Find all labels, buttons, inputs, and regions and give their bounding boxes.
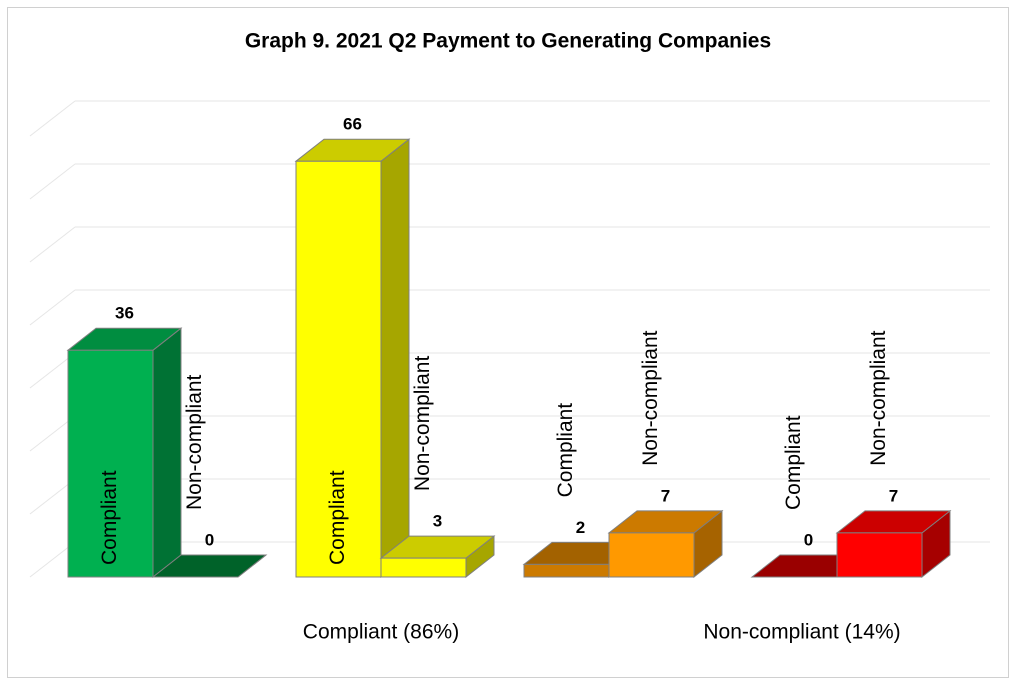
- bar-3d: [607, 509, 724, 579]
- chart-title: Graph 9. 2021 Q2 Payment to Generating C…: [245, 30, 771, 53]
- bar-3d: [835, 509, 952, 579]
- bar-3d: [151, 554, 268, 578]
- bar-label: Compliant: [326, 470, 349, 565]
- value-label: 3: [433, 512, 442, 531]
- bar-3d: [294, 138, 411, 579]
- bar-label: Non-compliant: [639, 330, 662, 466]
- bar-3d: [66, 327, 183, 579]
- bar-front: [608, 532, 695, 578]
- value-label: 0: [804, 530, 813, 549]
- value-label: 0: [205, 530, 214, 549]
- value-label: 36: [115, 304, 134, 323]
- bar-side: [380, 138, 410, 579]
- group-label: Compliant (86%): [303, 621, 459, 644]
- grid-line: [29, 100, 76, 137]
- bar-front: [836, 532, 923, 578]
- bar-front: [523, 563, 610, 578]
- bar-side: [152, 327, 182, 579]
- grid-line: [29, 289, 76, 326]
- bar-label: Non-compliant: [867, 330, 890, 466]
- value-label: 2: [576, 518, 585, 537]
- bar-3d: [379, 535, 496, 579]
- grid-line: [29, 163, 76, 200]
- bar-label: Non-compliant: [183, 374, 206, 510]
- bar-label: Non-compliant: [411, 356, 434, 492]
- grid-line: [29, 226, 76, 263]
- group-label: Non-compliant (14%): [703, 621, 900, 644]
- bar-front: [380, 557, 467, 578]
- bar-label: Compliant: [98, 470, 121, 565]
- bar-label: Compliant: [782, 415, 805, 510]
- value-label: 7: [661, 486, 670, 505]
- value-label: 7: [889, 486, 898, 505]
- value-label: 66: [343, 115, 362, 134]
- bar-label: Compliant: [554, 403, 577, 498]
